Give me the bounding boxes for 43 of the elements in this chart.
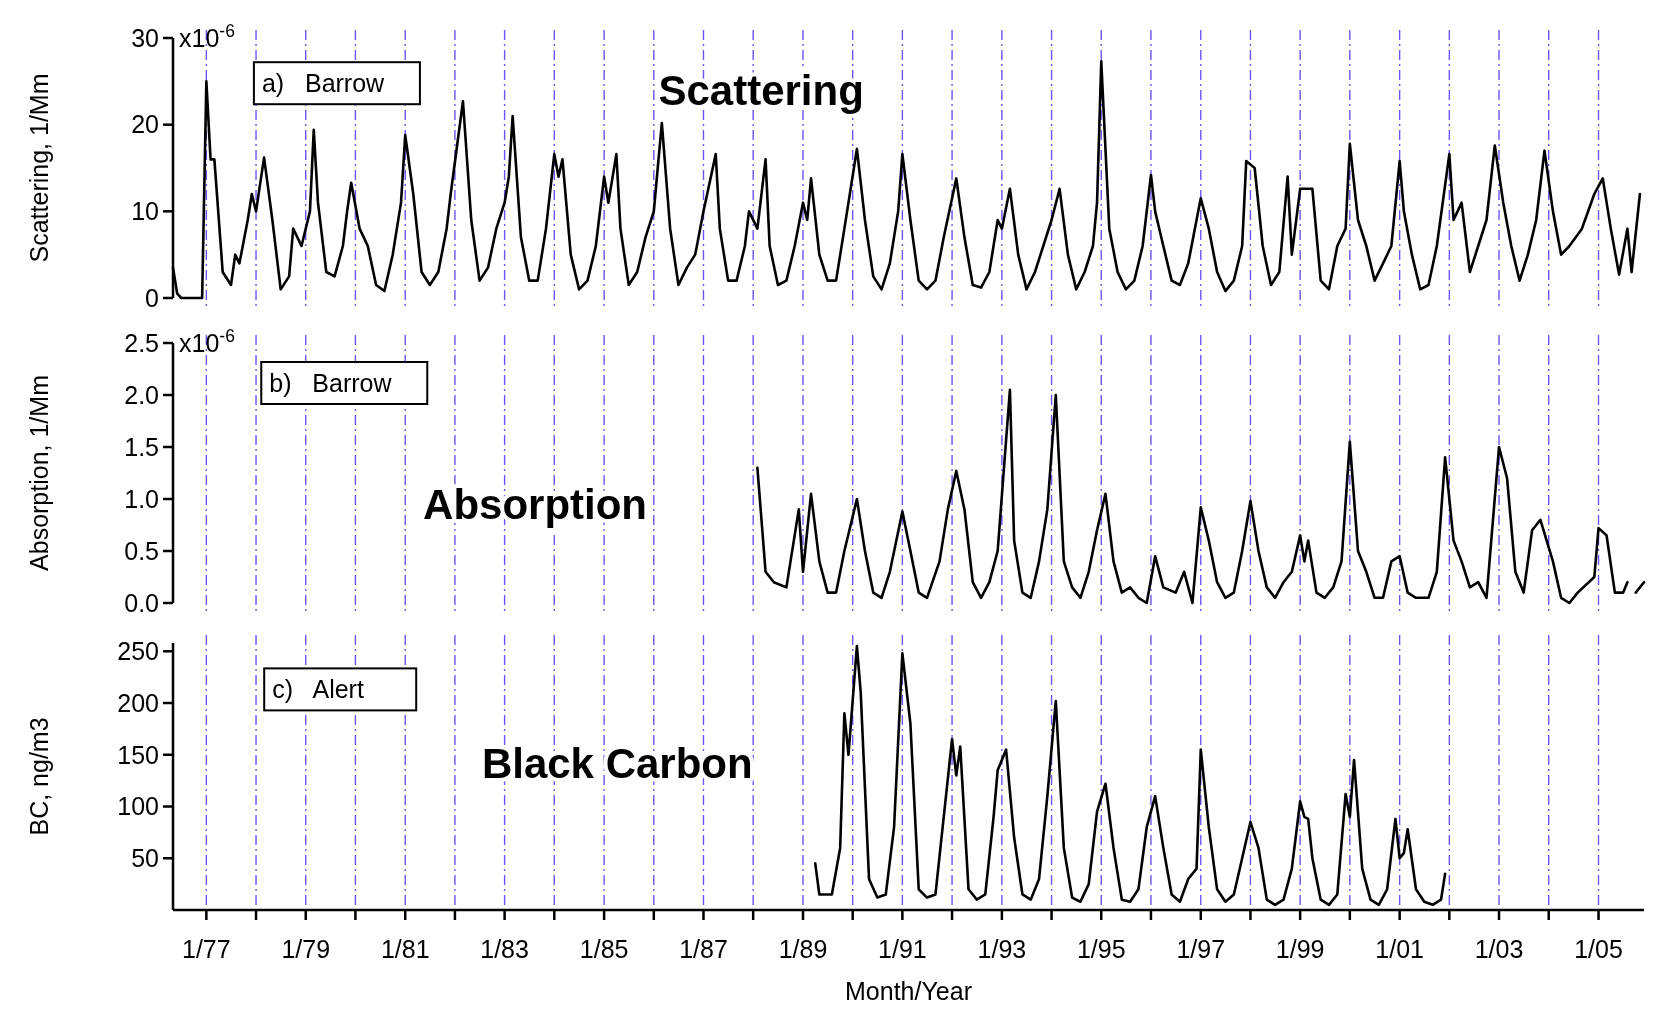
text: Absorption — [423, 480, 648, 528]
y-tick-label: 1.5 — [124, 432, 159, 461]
annotation: a) Barrow — [261, 68, 386, 97]
x-tick-label: 1/77 — [182, 935, 231, 963]
y-tick-label: 0.5 — [124, 536, 159, 565]
y-tick-label: 30 — [131, 23, 159, 52]
text: Black Carbon — [481, 739, 753, 787]
y-tick-label: 200 — [117, 688, 159, 717]
y-axis-title: Absorption, 1/Mm — [25, 375, 53, 571]
annotation: c) Alert — [272, 675, 364, 704]
x-tick-label: 1/99 — [1275, 935, 1325, 963]
x-tick-label: 1/83 — [480, 935, 529, 963]
x-tick-label: 1/03 — [1474, 935, 1524, 963]
annotation: x10$^{-6}$ — [179, 325, 235, 357]
x-tick-label: 1/81 — [380, 935, 430, 963]
y-axis-title: BC, ng/m3 — [25, 717, 53, 836]
y-tick-label: 10 — [131, 197, 159, 226]
x-tick-label: 1/85 — [579, 935, 629, 963]
x-tick-label: 1/01 — [1375, 935, 1424, 963]
x-tick-label: 1/97 — [1176, 935, 1226, 963]
x-tick-label: 1/79 — [281, 935, 331, 963]
text: Scattering — [658, 66, 864, 114]
y-tick-label: 100 — [117, 792, 159, 821]
y-tick-label: 0 — [145, 283, 159, 312]
x-tick-label: 1/89 — [778, 935, 828, 963]
line-series — [813, 644, 1447, 907]
y-tick-label: 20 — [131, 110, 159, 139]
x-tick-label: 1/93 — [977, 935, 1027, 963]
annotation: x10$^{-6}$ — [179, 20, 235, 52]
y-tick-label: 150 — [117, 740, 159, 769]
x-tick-label: 1/05 — [1574, 935, 1623, 963]
y-tick-label: 1.0 — [124, 484, 159, 513]
y-tick-label: 50 — [131, 844, 159, 873]
x-axis-title: Month/Year — [845, 977, 972, 1005]
y-tick-label: 2.0 — [124, 380, 159, 409]
y-tick-label: 0.0 — [124, 588, 159, 617]
x-tick-label: 1/87 — [679, 935, 728, 963]
y-tick-label: 2.5 — [124, 328, 159, 357]
x-tick-label: 1/95 — [1076, 935, 1126, 963]
annotation: b) Barrow — [269, 368, 393, 397]
x-tick-label: 1/91 — [878, 935, 927, 963]
y-tick-label: 250 — [117, 637, 159, 666]
y-axis-title: Scattering, 1/Mm — [25, 73, 53, 263]
